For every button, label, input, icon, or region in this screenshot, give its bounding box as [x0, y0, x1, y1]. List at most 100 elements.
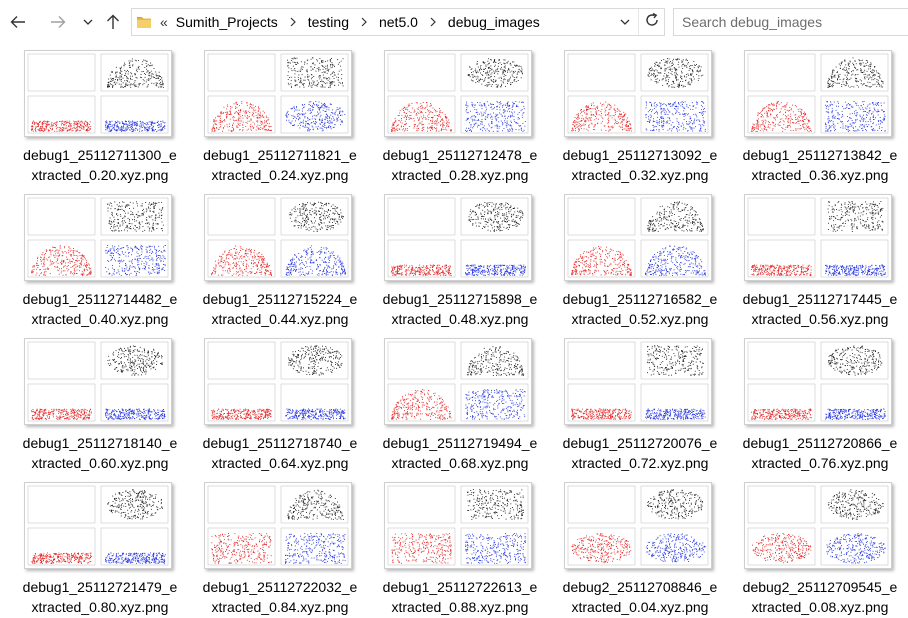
chevron-down-icon	[620, 13, 630, 31]
file-name[interactable]: debug2_25112709545_e xtracted_0.08.xyz.pn…	[734, 577, 906, 617]
file-item[interactable]: debug2_25112709545_e xtracted_0.08.xyz.pn…	[734, 480, 906, 618]
file-item[interactable]: debug1_25112720076_e xtracted_0.72.xyz.pn…	[554, 336, 726, 474]
file-name[interactable]: debug1_25112715224_e xtracted_0.44.xyz.pn…	[194, 289, 366, 329]
image-thumbnail[interactable]	[564, 50, 712, 137]
file-item[interactable]: debug1_25112715224_e xtracted_0.44.xyz.pn…	[194, 192, 366, 330]
file-name-line: xtracted_0.48.xyz.png	[391, 311, 529, 327]
breadcrumb-item-sumith-projects[interactable]: Sumith_Projects	[175, 14, 278, 30]
breadcrumb-item-debug-images[interactable]: debug_images	[447, 14, 540, 30]
file-name-line: debug1_25112714482_e	[22, 291, 178, 307]
file-name[interactable]: debug1_25112718740_e xtracted_0.64.xyz.pn…	[194, 433, 366, 473]
file-name-line: debug1_25112712478_e	[382, 147, 538, 163]
file-name-line: xtracted_0.72.xyz.png	[571, 455, 709, 471]
file-item[interactable]: debug1_25112717445_e xtracted_0.56.xyz.pn…	[734, 192, 906, 330]
chevron-right-icon[interactable]	[289, 17, 297, 27]
image-thumbnail[interactable]	[204, 50, 352, 137]
file-name-line: debug1_25112719494_e	[382, 435, 538, 451]
file-item[interactable]: debug1_25112713842_e xtracted_0.36.xyz.pn…	[734, 48, 906, 186]
file-name[interactable]: debug1_25112713092_e xtracted_0.32.xyz.pn…	[554, 145, 726, 185]
file-name-line: xtracted_0.08.xyz.png	[751, 599, 889, 615]
refresh-button[interactable]	[638, 9, 664, 35]
image-thumbnail[interactable]	[564, 482, 712, 569]
search-box[interactable]	[673, 8, 908, 36]
file-name[interactable]: debug1_25112722032_e xtracted_0.84.xyz.pn…	[194, 577, 366, 617]
file-name-line: xtracted_0.60.xyz.png	[31, 455, 169, 471]
file-name-line: xtracted_0.04.xyz.png	[571, 599, 709, 615]
image-thumbnail[interactable]	[744, 194, 892, 281]
image-thumbnail[interactable]	[24, 194, 172, 281]
image-thumbnail[interactable]	[744, 50, 892, 137]
file-item[interactable]: debug1_25112722032_e xtracted_0.84.xyz.pn…	[194, 480, 366, 618]
file-name[interactable]: debug1_25112720866_e xtracted_0.76.xyz.pn…	[734, 433, 906, 473]
image-thumbnail[interactable]	[24, 338, 172, 425]
image-thumbnail[interactable]	[744, 482, 892, 569]
file-item[interactable]: debug1_25112716582_e xtracted_0.52.xyz.pn…	[554, 192, 726, 330]
refresh-icon	[644, 12, 660, 33]
file-name-line: debug1_25112718140_e	[22, 435, 178, 451]
image-thumbnail[interactable]	[744, 338, 892, 425]
back-button[interactable]	[4, 8, 32, 36]
file-item[interactable]: debug1_25112720866_e xtracted_0.76.xyz.pn…	[734, 336, 906, 474]
arrow-right-icon	[50, 15, 66, 29]
file-item[interactable]: debug1_25112711300_e xtracted_0.20.xyz.pn…	[14, 48, 186, 186]
file-name[interactable]: debug1_25112721479_e xtracted_0.80.xyz.pn…	[14, 577, 186, 617]
forward-button[interactable]	[44, 8, 72, 36]
file-name-line: xtracted_0.36.xyz.png	[751, 167, 889, 183]
address-bar[interactable]: « Sumith_Projects testing net5.0 debug_i…	[131, 8, 665, 36]
file-name[interactable]: debug1_25112716582_e xtracted_0.52.xyz.pn…	[554, 289, 726, 329]
image-thumbnail[interactable]	[384, 338, 532, 425]
file-name[interactable]: debug1_25112722613_e xtracted_0.88.xyz.pn…	[374, 577, 546, 617]
file-item[interactable]: debug1_25112722613_e xtracted_0.88.xyz.pn…	[374, 480, 546, 618]
file-item[interactable]: debug1_25112719494_e xtracted_0.68.xyz.pn…	[374, 336, 546, 474]
file-name-line: xtracted_0.56.xyz.png	[751, 311, 889, 327]
file-name[interactable]: debug1_25112720076_e xtracted_0.72.xyz.pn…	[554, 433, 726, 473]
file-item[interactable]: debug1_25112718140_e xtracted_0.60.xyz.pn…	[14, 336, 186, 474]
file-item[interactable]: debug1_25112718740_e xtracted_0.64.xyz.pn…	[194, 336, 366, 474]
image-thumbnail[interactable]	[564, 194, 712, 281]
chevron-right-icon[interactable]	[429, 17, 437, 27]
file-item[interactable]: debug1_25112715898_e xtracted_0.48.xyz.pn…	[374, 192, 546, 330]
image-thumbnail[interactable]	[24, 50, 172, 137]
image-thumbnail[interactable]	[384, 50, 532, 137]
breadcrumb-item-testing[interactable]: testing	[307, 14, 349, 30]
file-item[interactable]: debug1_25112712478_e xtracted_0.28.xyz.pn…	[374, 48, 546, 186]
file-item[interactable]: debug1_25112721479_e xtracted_0.80.xyz.pn…	[14, 480, 186, 618]
image-thumbnail[interactable]	[204, 482, 352, 569]
file-item[interactable]: debug1_25112714482_e xtracted_0.40.xyz.pn…	[14, 192, 186, 330]
file-name-line: debug1_25112716582_e	[562, 291, 718, 307]
image-thumbnail[interactable]	[384, 482, 532, 569]
file-name-line: debug1_25112722032_e	[202, 579, 358, 595]
image-thumbnail[interactable]	[204, 338, 352, 425]
file-name-line: xtracted_0.44.xyz.png	[211, 311, 349, 327]
file-name[interactable]: debug1_25112719494_e xtracted_0.68.xyz.pn…	[374, 433, 546, 473]
up-button[interactable]	[100, 8, 126, 36]
file-name-line: debug2_25112709545_e	[742, 579, 898, 595]
address-history-button[interactable]	[614, 9, 636, 35]
image-thumbnail[interactable]	[24, 482, 172, 569]
file-item[interactable]: debug2_25112708846_e xtracted_0.04.xyz.pn…	[554, 480, 726, 618]
image-thumbnail[interactable]	[564, 338, 712, 425]
search-input[interactable]	[682, 9, 902, 35]
file-name-line: debug1_25112713842_e	[742, 147, 898, 163]
file-name[interactable]: debug1_25112715898_e xtracted_0.48.xyz.pn…	[374, 289, 546, 329]
image-thumbnail[interactable]	[204, 194, 352, 281]
recent-locations-button[interactable]	[78, 8, 98, 36]
breadcrumb-overflow-button[interactable]: «	[160, 14, 168, 30]
file-name[interactable]: debug1_25112711821_e xtracted_0.24.xyz.pn…	[194, 145, 366, 185]
chevron-right-icon[interactable]	[360, 17, 368, 27]
file-item[interactable]: debug1_25112713092_e xtracted_0.32.xyz.pn…	[554, 48, 726, 186]
file-name[interactable]: debug1_25112717445_e xtracted_0.56.xyz.pn…	[734, 289, 906, 329]
breadcrumb-item-net50[interactable]: net5.0	[378, 14, 418, 30]
file-name[interactable]: debug1_25112711300_e xtracted_0.20.xyz.pn…	[14, 145, 186, 185]
file-name[interactable]: debug1_25112714482_e xtracted_0.40.xyz.pn…	[14, 289, 186, 329]
file-name-line: debug1_25112715898_e	[382, 291, 538, 307]
file-name-line: xtracted_0.76.xyz.png	[751, 455, 889, 471]
arrow-left-icon	[10, 15, 26, 29]
file-name[interactable]: debug1_25112718140_e xtracted_0.60.xyz.pn…	[14, 433, 186, 473]
file-name[interactable]: debug2_25112708846_e xtracted_0.04.xyz.pn…	[554, 577, 726, 617]
file-name[interactable]: debug1_25112712478_e xtracted_0.28.xyz.pn…	[374, 145, 546, 185]
file-name[interactable]: debug1_25112713842_e xtracted_0.36.xyz.pn…	[734, 145, 906, 185]
file-item[interactable]: debug1_25112711821_e xtracted_0.24.xyz.pn…	[194, 48, 366, 186]
image-thumbnail[interactable]	[384, 194, 532, 281]
file-name-line: xtracted_0.20.xyz.png	[31, 167, 169, 183]
